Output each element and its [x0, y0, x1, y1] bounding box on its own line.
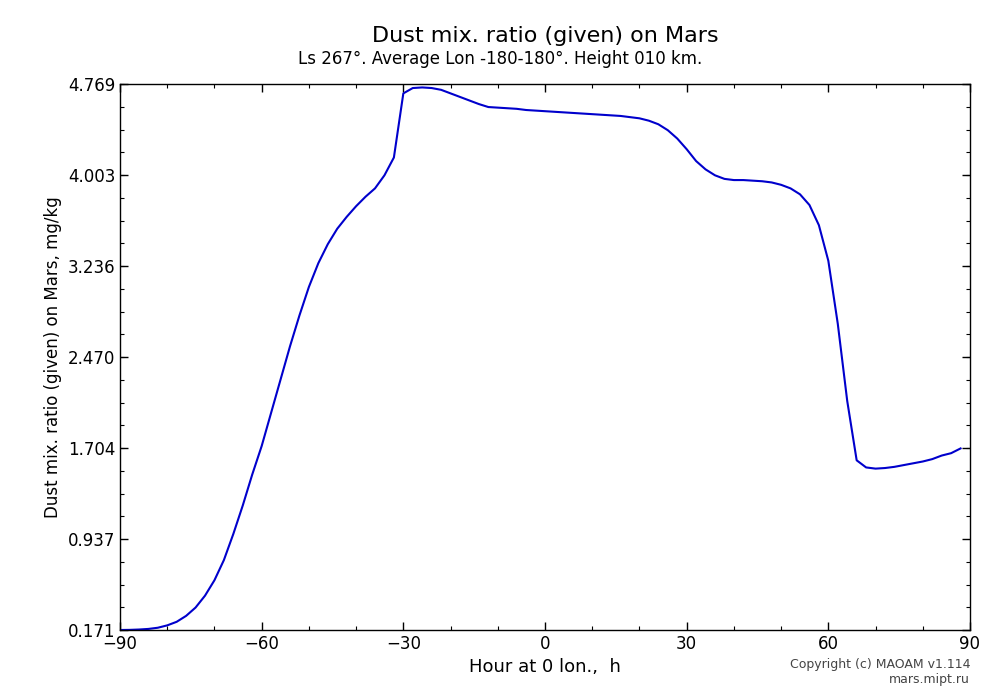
- Text: Copyright (c) MAOAM v1.114
mars.mipt.ru: Copyright (c) MAOAM v1.114 mars.mipt.ru: [790, 658, 970, 686]
- Title: Dust mix. ratio (given) on Mars: Dust mix. ratio (given) on Mars: [372, 27, 718, 46]
- X-axis label: Hour at 0 lon.,  h: Hour at 0 lon., h: [469, 659, 621, 676]
- Y-axis label: Dust mix. ratio (given) on Mars, mg/kg: Dust mix. ratio (given) on Mars, mg/kg: [44, 196, 62, 518]
- Text: Ls 267°. Average Lon -180-180°. Height 010 km.: Ls 267°. Average Lon -180-180°. Height 0…: [298, 50, 702, 69]
